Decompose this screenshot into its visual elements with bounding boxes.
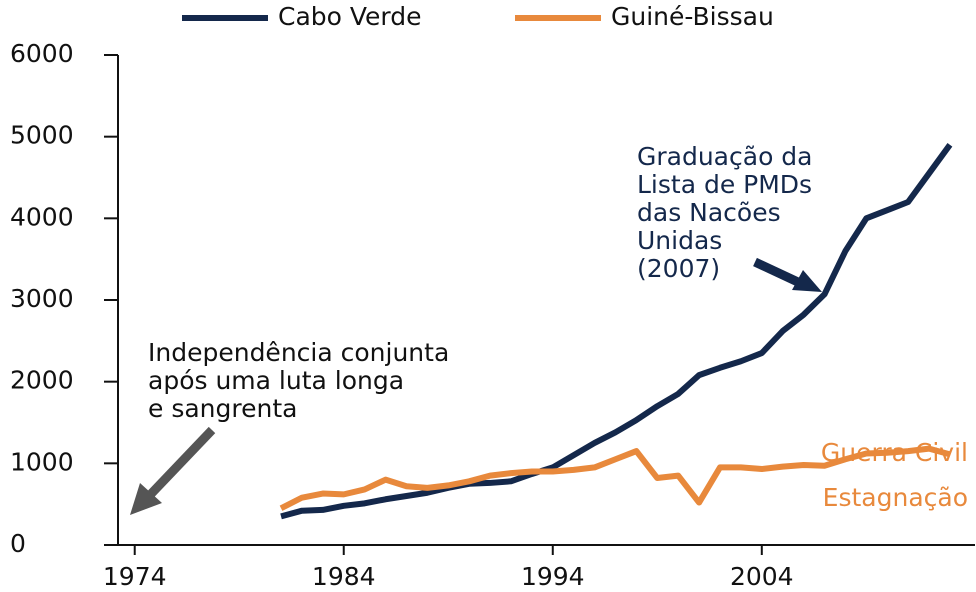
annotation: Independência conjunta <box>148 338 449 367</box>
annotation: (2007) <box>637 254 720 283</box>
series-line <box>280 143 953 520</box>
annotation: após uma luta longa <box>148 366 404 395</box>
x-tick-label: 1994 <box>521 562 585 591</box>
legend-label: Cabo Verde <box>278 2 422 31</box>
series-line <box>279 445 951 511</box>
x-tick-label: 1984 <box>312 562 376 591</box>
annotation: Unidas <box>637 226 722 255</box>
arrow-head <box>130 483 162 515</box>
y-tick-label: 0 <box>10 529 26 558</box>
annotation: das Nacões <box>637 198 781 227</box>
annotation: Lista de PMDs <box>637 170 812 199</box>
y-tick-label: 6000 <box>10 39 74 68</box>
arrow <box>753 257 802 288</box>
y-tick-label: 3000 <box>10 284 74 313</box>
x-tick-label: 1974 <box>103 562 167 591</box>
legend-label: Guiné-Bissau <box>611 2 774 31</box>
y-tick-label: 2000 <box>10 366 74 395</box>
annotation: Guerra Civil <box>821 438 968 467</box>
annotation: Graduação da <box>637 142 813 171</box>
annotation: e sangrenta <box>148 394 297 423</box>
arrow <box>146 426 216 499</box>
y-tick-label: 4000 <box>10 202 74 231</box>
x-tick-label: 2004 <box>730 562 794 591</box>
arrow-head <box>792 270 822 292</box>
y-tick-label: 5000 <box>10 121 74 150</box>
annotation: Estagnação <box>823 483 968 512</box>
y-tick-label: 1000 <box>10 447 74 476</box>
